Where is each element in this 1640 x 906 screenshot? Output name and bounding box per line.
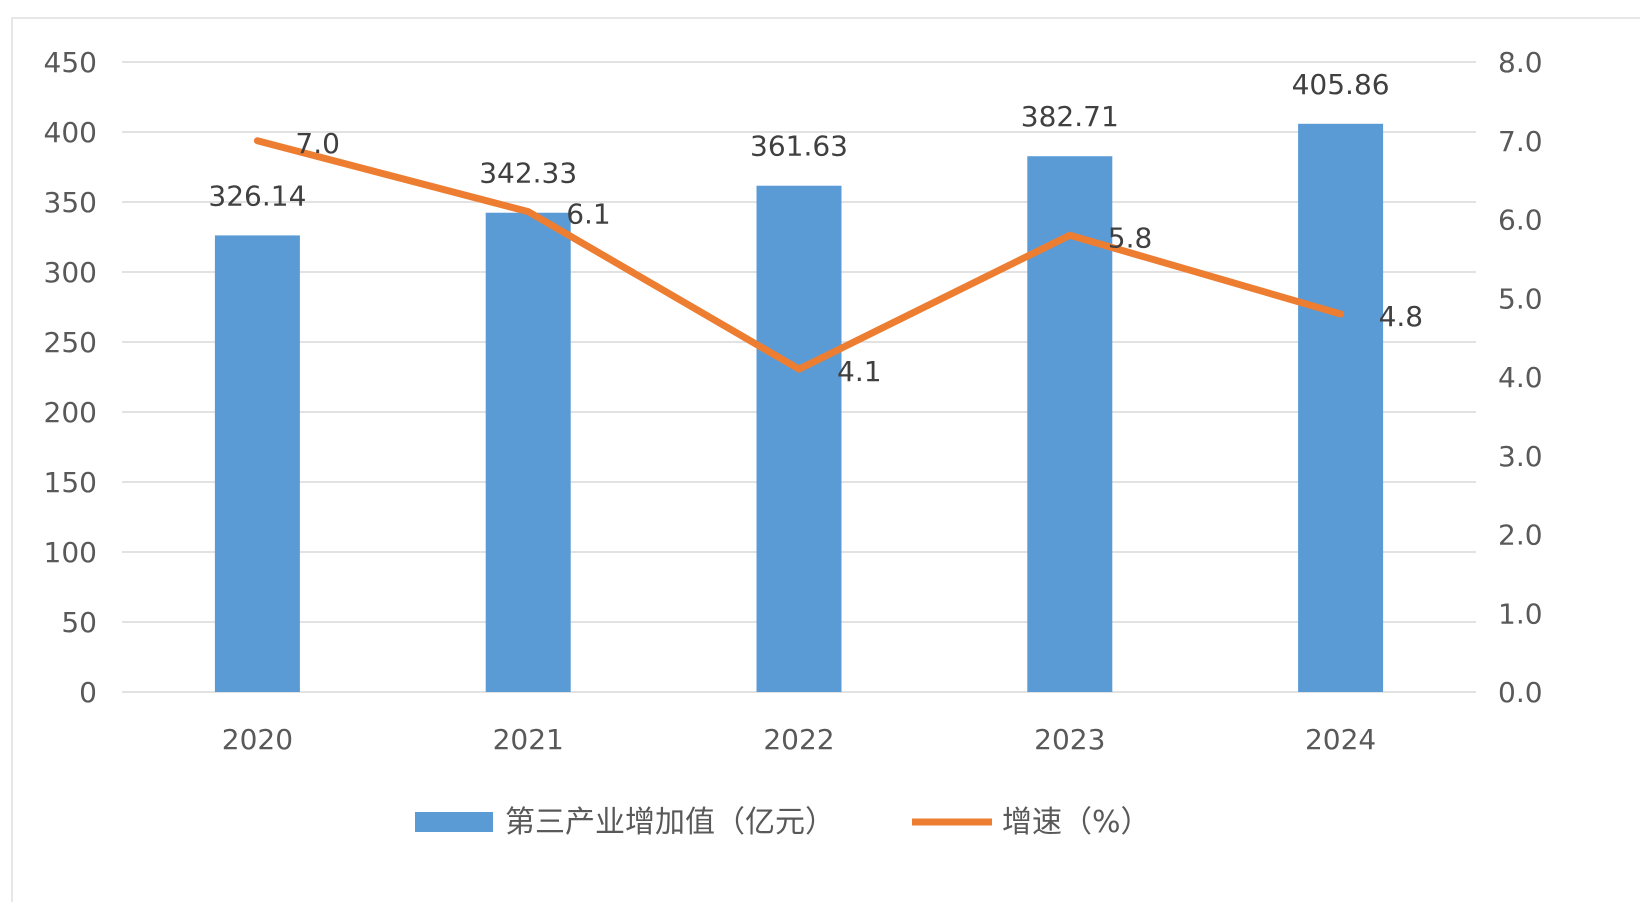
line-value-label: 6.1: [566, 198, 611, 231]
line-point-2024: [1337, 311, 1344, 317]
left-tick-label: 350: [44, 186, 97, 219]
right-tick-label: 7.0: [1498, 125, 1543, 158]
right-tick-label: 6.0: [1498, 204, 1543, 237]
x-tick-label: 2022: [763, 723, 834, 756]
line-value-label: 4.1: [837, 355, 882, 388]
left-tick-label: 50: [61, 606, 97, 639]
line-data-labels: 7.0 6.1 4.1 5.8 4.8: [295, 127, 1423, 388]
line-point-2023: [1066, 232, 1073, 239]
x-tick-label: 2024: [1305, 723, 1376, 756]
bar-series: [214, 123, 1384, 693]
line-point-2020: [254, 137, 261, 144]
x-axis-ticks: 2020 2021 2022 2023 2024: [222, 723, 1376, 756]
legend-bar-swatch: [415, 812, 493, 832]
line-point-2022: [796, 366, 802, 373]
line-series: [253, 137, 1345, 373]
bar-2022: [756, 185, 842, 692]
bar-2020: [214, 235, 300, 693]
x-tick-label: 2021: [493, 723, 564, 756]
bar-data-labels: 326.14 342.33 361.63 382.71 405.86: [208, 68, 1389, 213]
left-tick-label: 250: [44, 326, 97, 359]
bar-2024: [1298, 123, 1384, 692]
right-tick-label: 2.0: [1498, 519, 1543, 552]
left-tick-label: 450: [44, 46, 97, 79]
x-tick-label: 2023: [1034, 723, 1105, 756]
left-tick-label: 100: [44, 536, 97, 569]
right-axis-ticks: 0.0 1.0 2.0 3.0 4.0 5.0 6.0 7.0 8.0: [1498, 46, 1543, 709]
legend-bar-label: 第三产业增加值（亿元）: [505, 805, 835, 840]
right-tick-label: 0.0: [1498, 676, 1543, 709]
left-tick-label: 300: [44, 256, 97, 289]
x-tick-label: 2020: [222, 723, 293, 756]
right-tick-label: 1.0: [1498, 597, 1543, 630]
bar-value-label: 326.14: [208, 179, 306, 212]
right-tick-label: 4.0: [1498, 361, 1543, 394]
legend: 第三产业增加值（亿元） 增速（%）: [415, 805, 1151, 840]
line-value-label: 4.8: [1379, 300, 1424, 333]
bar-2021: [485, 212, 571, 692]
right-tick-label: 5.0: [1498, 282, 1543, 315]
left-axis-ticks: 0 50 100 150 200 250 300 350 400 450: [44, 46, 97, 709]
bar-value-label: 342.33: [479, 157, 577, 190]
right-tick-label: 8.0: [1498, 46, 1543, 79]
bar-value-label: 405.86: [1292, 68, 1390, 101]
left-tick-label: 400: [44, 116, 97, 149]
line-value-label: 7.0: [295, 127, 340, 160]
bar-value-label: 361.63: [750, 130, 848, 163]
line-point-2021: [525, 208, 532, 215]
bar-value-label: 382.71: [1021, 100, 1119, 133]
left-tick-label: 200: [44, 396, 97, 429]
right-tick-label: 3.0: [1498, 440, 1543, 473]
left-tick-label: 150: [44, 466, 97, 499]
legend-line-label: 增速（%）: [1002, 805, 1151, 840]
left-tick-label: 0: [79, 676, 97, 709]
line-value-label: 5.8: [1108, 221, 1153, 254]
